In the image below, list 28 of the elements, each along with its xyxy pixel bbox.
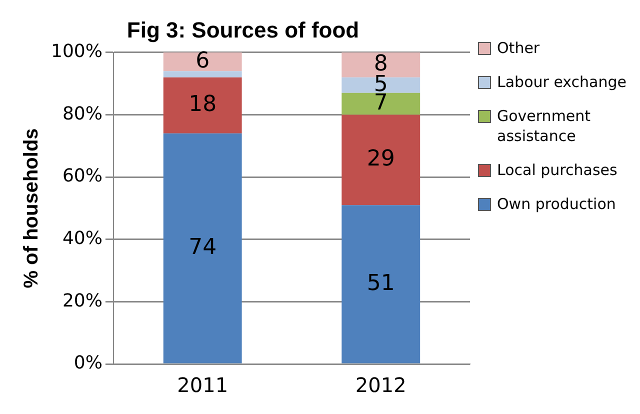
y-tick-label: 40% [62, 228, 102, 250]
x-tick-label: 2012 [355, 373, 406, 398]
bar [163, 77, 242, 134]
bar [163, 52, 242, 72]
y-axis-title: % of households [20, 128, 43, 288]
legend-label: Government assistance [497, 106, 592, 146]
bar [342, 92, 420, 115]
bar [342, 205, 420, 364]
x-tick-label: 2011 [177, 373, 228, 398]
y-tick-label: 0% [74, 352, 102, 374]
legend-label: Other [497, 38, 540, 58]
legend-label: Local purchases [497, 160, 618, 180]
data-label: 6 [196, 48, 210, 74]
legend-label: Own production [497, 194, 616, 214]
data-label: 29 [366, 146, 395, 172]
data-label: 18 [188, 92, 217, 118]
bar [342, 114, 420, 206]
bar [163, 71, 242, 78]
chart-title: Fig 3: Sources of food [126, 17, 360, 42]
y-tick-label: 20% [62, 290, 102, 312]
y-tick-label: 60% [62, 166, 102, 187]
data-label: 51 [366, 270, 395, 296]
bar [342, 77, 420, 93]
bar [163, 133, 242, 364]
y-tick-label: 100% [50, 41, 102, 62]
legend-label: Labour exchange [497, 72, 626, 92]
data-label: 74 [188, 235, 217, 260]
y-tick-label: 80% [62, 103, 102, 124]
